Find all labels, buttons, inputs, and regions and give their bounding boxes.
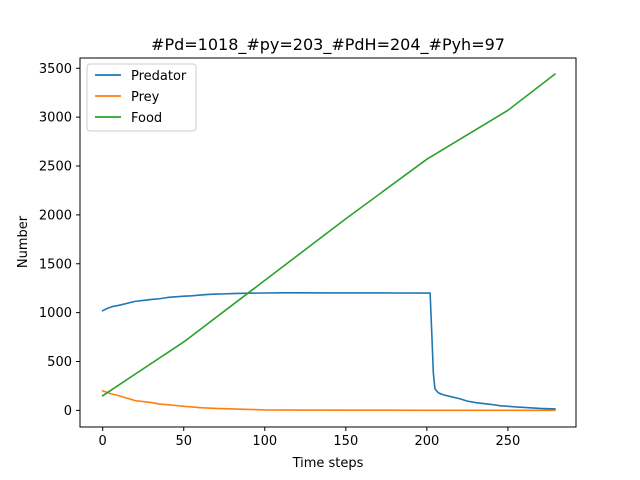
ticks-layer: 0 50 100 150 200 2500500100015002000250030003… xyxy=(39,62,520,449)
legend: Predator Prey Food xyxy=(86,63,197,132)
legend-label-food: Food xyxy=(131,111,162,126)
chart-title: #Pd=1018_#py=203_#PdH=204_#Pyh=97 xyxy=(151,35,505,55)
x-tick-label: 0 xyxy=(99,434,107,449)
y-tick-label: 1000 xyxy=(39,306,72,321)
series-line-food xyxy=(101,73,557,397)
y-tick-label: 500 xyxy=(47,355,72,370)
y-axis-label: Number xyxy=(16,215,31,268)
x-tick-label: 50 xyxy=(175,434,192,449)
y-tick-label: 3000 xyxy=(39,111,72,126)
x-tick-label: 100 xyxy=(252,434,277,449)
x-tick-label: 150 xyxy=(333,434,358,449)
series-layer xyxy=(101,73,557,412)
y-tick-label: 3500 xyxy=(39,62,72,77)
y-tick-label: 2500 xyxy=(39,160,72,175)
series-line-predator xyxy=(101,291,556,410)
x-tick-label: 250 xyxy=(496,434,521,449)
legend-label-predator: Predator xyxy=(131,69,187,84)
x-tick-label: 200 xyxy=(414,434,439,449)
legend-label-prey: Prey xyxy=(131,90,160,105)
y-tick-label: 1500 xyxy=(39,257,72,272)
plot-frame xyxy=(79,57,577,428)
x-axis-label: Time steps xyxy=(292,456,364,471)
legend-box xyxy=(86,63,197,132)
y-tick-label: 0 xyxy=(64,404,72,419)
y-tick-label: 2000 xyxy=(39,208,72,223)
series-line-prey xyxy=(101,389,556,412)
